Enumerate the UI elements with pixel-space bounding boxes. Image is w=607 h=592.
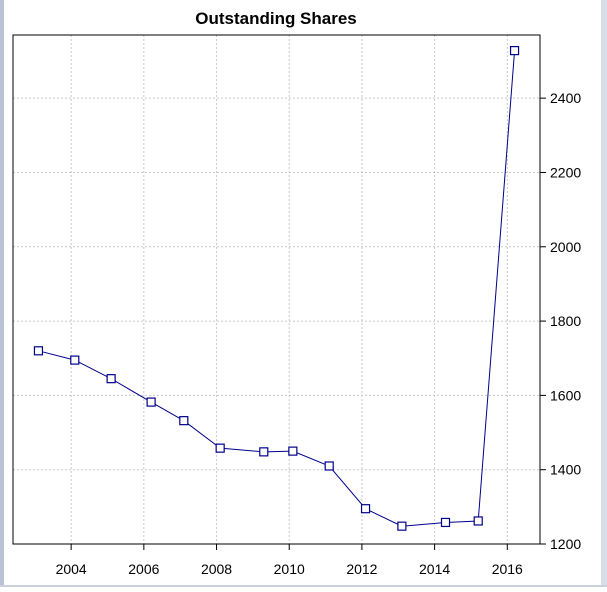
data-point-marker [215, 443, 225, 453]
plot-area-border [12, 34, 541, 545]
data-point-marker [106, 374, 116, 384]
window-bottom-border [0, 585, 607, 587]
data-point-marker [288, 446, 298, 456]
data-point-marker [70, 355, 80, 365]
data-point-marker [440, 517, 451, 528]
y-tick-label: 1600 [550, 387, 581, 403]
data-point-marker [473, 516, 483, 526]
x-tick-label: 2010 [274, 561, 305, 577]
y-tick-label: 1200 [550, 536, 581, 552]
x-tick-label: 2004 [56, 561, 87, 577]
data-point-marker [259, 447, 269, 457]
axes: 2004 2006 2008 2010 2012 2014 2016 1200 1400 1600… [56, 90, 582, 577]
data-point-marker [324, 461, 334, 471]
y-tick-label: 2200 [550, 164, 581, 180]
series-outstanding-shares [33, 46, 520, 531]
chart-title: Outstanding Shares [195, 9, 357, 28]
y-tick-label: 2400 [550, 90, 581, 106]
data-point-marker [146, 397, 156, 407]
y-tick-label: 2000 [550, 239, 581, 255]
data-point-marker [33, 346, 44, 356]
x-tick-label: 2014 [419, 561, 450, 577]
x-tick-label: 2012 [346, 561, 377, 577]
window-right-border [601, 0, 607, 587]
y-tick-label: 1400 [550, 462, 581, 478]
series-line [38, 50, 516, 527]
data-point-marker [509, 46, 520, 56]
x-tick-label: 2008 [201, 561, 232, 577]
x-tick-label: 2006 [128, 561, 159, 577]
window-left-border [0, 0, 4, 587]
data-point-marker [179, 416, 189, 426]
x-tick-label: 2016 [492, 561, 523, 577]
y-tick-label: 1800 [550, 313, 581, 329]
data-point-marker [397, 521, 407, 531]
grid-lines [13, 35, 540, 545]
data-point-marker [360, 504, 371, 514]
